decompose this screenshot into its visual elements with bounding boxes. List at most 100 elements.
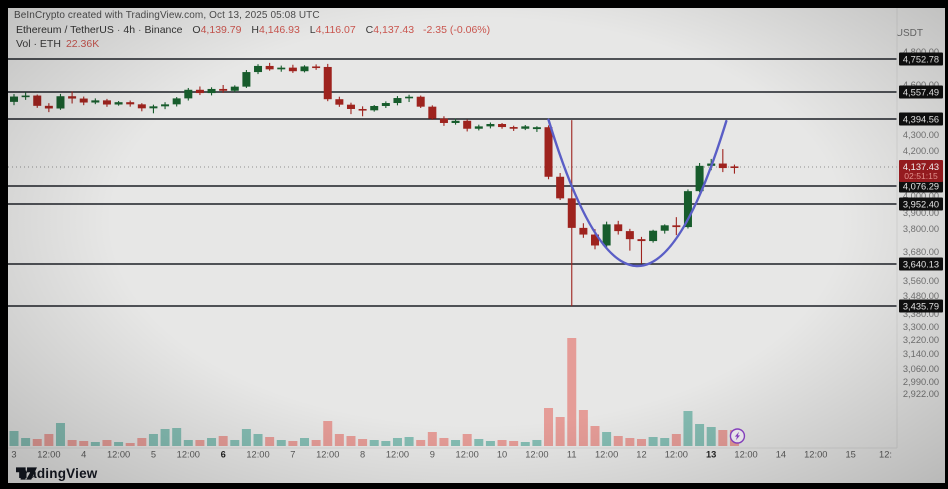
- candle: [672, 217, 681, 236]
- time-axis-label: 13: [706, 450, 716, 460]
- volume-bar: [706, 427, 716, 446]
- close-value: 4,137.43: [373, 24, 415, 36]
- symbol-legend[interactable]: Ethereum / TetherUS · 4h · Binance O4,139.79…: [16, 24, 491, 36]
- volume-bar: [79, 441, 89, 446]
- candle: [346, 102, 355, 115]
- price-level-badge-text: 4,752.78: [903, 54, 939, 64]
- tradingview-brand-text[interactable]: TradingView: [16, 466, 98, 481]
- last-price-badge: [899, 160, 943, 182]
- candle: [230, 85, 239, 93]
- price-level-badge-text: 3,435.79: [903, 301, 939, 311]
- volume-bar: [590, 426, 600, 446]
- candle: [509, 125, 518, 131]
- price-axis-tick: 4,600.00: [903, 80, 939, 90]
- price-axis-tick: 2,990.00: [903, 377, 939, 387]
- price-axis-tick: 3,380.00: [903, 309, 939, 319]
- time-axis-label: 12:00: [804, 450, 827, 460]
- volume-bar: [55, 423, 65, 446]
- time-axis-label: 4: [81, 450, 86, 460]
- volume-bar: [148, 434, 158, 446]
- time-axis-label: 12:00: [665, 450, 688, 460]
- volume-bar: [207, 438, 217, 446]
- candle: [683, 189, 692, 229]
- candle: [474, 124, 483, 131]
- candle: [68, 91, 77, 104]
- volume-bar: [358, 439, 368, 446]
- volume-bar: [160, 429, 170, 446]
- volume-legend[interactable]: Vol · ETH 22.36K: [16, 38, 99, 50]
- volume-bar: [660, 438, 670, 446]
- price-axis-tick: 3,140.00: [903, 349, 939, 359]
- price-axis-tick: 3,800.00: [903, 224, 939, 234]
- candle: [498, 122, 507, 129]
- volume-bar: [102, 440, 112, 446]
- watermark-text: BeInCrypto created with TradingView.com,…: [14, 10, 320, 21]
- candle: [79, 96, 88, 106]
- time-axis-label: 11: [567, 450, 577, 460]
- volume-bar: [300, 438, 309, 446]
- volume-bar: [695, 424, 705, 446]
- time-axis-label: 9: [430, 450, 435, 460]
- volume-bar: [276, 440, 286, 446]
- time-axis-label: 3: [11, 450, 16, 460]
- candle: [625, 228, 634, 251]
- volume-bar: [67, 440, 77, 446]
- volume-bar: [497, 440, 507, 446]
- volume-label: Vol · ETH: [16, 38, 61, 50]
- tradingview-logo-icon[interactable]: [16, 466, 37, 481]
- open-value: 4,139.79: [200, 24, 242, 36]
- footer-bar: TradingView: [16, 466, 97, 481]
- candle: [532, 126, 541, 132]
- candle: [567, 120, 576, 307]
- time-axis-label: 12:00: [734, 450, 757, 460]
- candle: [730, 164, 739, 174]
- volume-bar: [671, 434, 681, 446]
- candle: [335, 96, 344, 107]
- candle: [428, 105, 437, 120]
- price-axis-tick: 4,300.00: [903, 130, 939, 140]
- candle: [21, 92, 30, 100]
- volume-bar: [334, 434, 344, 446]
- volume-bar: [613, 436, 623, 446]
- price-axis-tick: 3,560.00: [903, 276, 939, 286]
- volume-bar: [381, 441, 391, 446]
- time-axis-label: 12: [636, 450, 646, 460]
- volume-bar: [218, 436, 228, 446]
- time-axis-label: 12:00: [246, 450, 269, 460]
- candle: [126, 100, 135, 107]
- candle: [207, 87, 216, 96]
- candle: [463, 119, 472, 132]
- volume-value: 22.36K: [65, 38, 100, 50]
- volume-bar: [404, 437, 414, 446]
- last-price-badge-text: 4,137.43: [903, 162, 939, 172]
- open-label: O: [192, 24, 201, 36]
- volume-bar: [718, 430, 728, 446]
- chart-plot-area[interactable]: 4,800.00 4,600.00 4,300.00 4,200.00 4,000.00…: [8, 8, 945, 483]
- volume-bar: [555, 417, 565, 446]
- candle: [614, 220, 623, 235]
- price-level-badge-text: 4,394.56: [903, 114, 939, 124]
- price-axis-tick: 3,480.00: [903, 291, 939, 301]
- candle: [91, 98, 100, 105]
- price-axis-tick: 3,300.00: [903, 322, 939, 332]
- candle: [521, 125, 530, 131]
- candle: [172, 97, 181, 107]
- time-axis-label: 7: [290, 450, 295, 460]
- candle: [137, 103, 146, 112]
- volume-bar: [451, 440, 461, 446]
- candle: [114, 101, 123, 106]
- volume-bar: [625, 438, 635, 446]
- frame-left: [0, 0, 8, 489]
- time-axis-label: 12:00: [177, 450, 200, 460]
- price-axis-tick: 4,200.00: [903, 146, 939, 156]
- candle: [579, 223, 588, 238]
- volume-bar: [195, 440, 205, 446]
- volume-bar: [230, 440, 240, 446]
- candle: [451, 118, 460, 125]
- price-level-badge-text: 3,952.40: [903, 199, 939, 209]
- lightning-marker-icon[interactable]: [729, 428, 746, 444]
- volume-bar: [474, 439, 484, 446]
- time-axis-label: 12:00: [595, 450, 618, 460]
- price-axis-tick: 3,680.00: [903, 247, 939, 257]
- cup-curve-drawing[interactable]: [547, 118, 728, 268]
